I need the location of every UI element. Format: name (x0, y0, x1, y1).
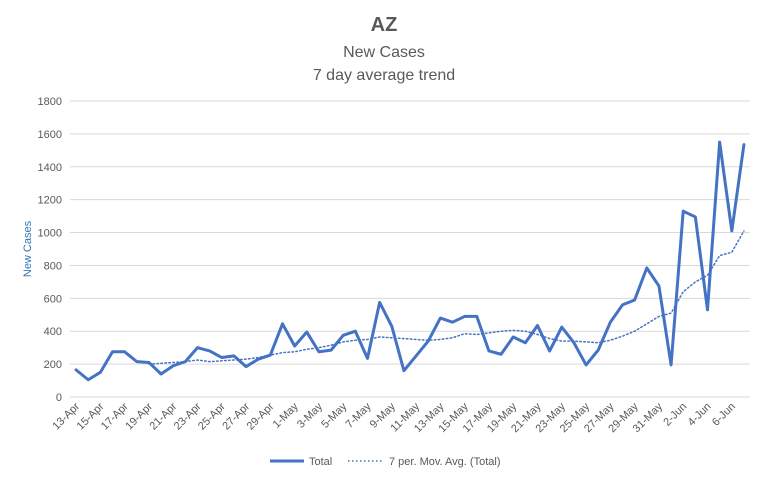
legend-label-total: Total (309, 456, 332, 468)
y-tick-label: 1000 (38, 228, 62, 240)
y-tick-label: 400 (44, 326, 62, 338)
chart-title: AZ (371, 14, 398, 36)
x-tick-labels: 13-Apr15-Apr17-Apr19-Apr21-Apr23-Apr25-A… (50, 400, 738, 435)
y-tick-label: 1200 (38, 195, 62, 207)
x-tick-label: 29-Apr (245, 400, 277, 432)
x-tick-label: 6-Jun (710, 401, 738, 429)
chart-subtitle-line-1: New Cases (343, 44, 425, 61)
legend-label-moving-average: 7 per. Mov. Avg. (Total) (389, 456, 500, 468)
y-tick-label: 600 (44, 293, 62, 305)
y-tick-label: 1800 (38, 96, 62, 108)
x-tick-label: 3-May (295, 400, 325, 430)
y-tick-label: 200 (44, 359, 62, 371)
y-tick-label: 800 (44, 260, 62, 272)
series-line-total (74, 140, 746, 382)
series-layer (74, 140, 746, 382)
y-tick-label: 1400 (38, 162, 62, 174)
x-tick-label: 2-Jun (661, 401, 689, 429)
legend: Total 7 per. Mov. Avg. (Total) (270, 456, 500, 468)
x-tick-label: 4-Jun (686, 401, 714, 429)
y-tick-labels: 0 200 400 600 800 1000 1200 1400 1600 1800 (38, 96, 62, 404)
series-line-moving-average (148, 230, 745, 365)
y-axis-label: New Cases (22, 220, 34, 277)
chart-subtitle-line-2: 7 day average trend (313, 67, 455, 84)
gridlines (70, 100, 750, 398)
x-tick-label: 7-May (344, 400, 374, 430)
y-tick-label: 0 (56, 392, 62, 404)
x-tick-label: 1-May (271, 400, 301, 430)
y-tick-label: 1600 (38, 129, 62, 141)
x-tick-label: 5-May (319, 400, 349, 430)
